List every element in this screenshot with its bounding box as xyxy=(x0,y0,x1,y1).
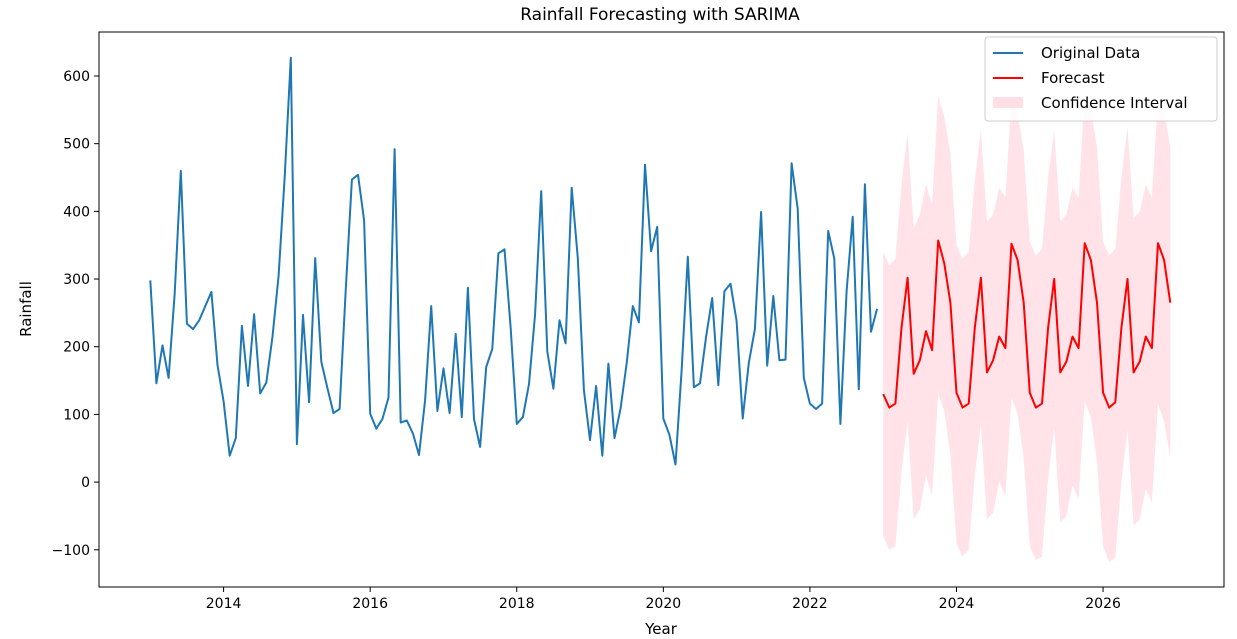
confidence-interval-layer xyxy=(883,92,1171,563)
x-tick-label: 2026 xyxy=(1085,596,1121,612)
y-tick-label: 100 xyxy=(63,407,90,423)
y-tick-label: 300 xyxy=(63,272,90,288)
y-axis-label: Rainfall xyxy=(17,281,35,337)
x-tick-label: 2020 xyxy=(646,596,682,612)
legend-label-original: Original Data xyxy=(1041,44,1140,62)
legend-label-forecast: Forecast xyxy=(1041,69,1105,87)
plot-frame xyxy=(98,31,1225,588)
legend-box xyxy=(984,36,1218,122)
y-tick-label: 500 xyxy=(63,137,90,153)
y-axis: −100 0 100 200 300 400 500 600 xyxy=(52,69,99,559)
x-axis: 2014 2016 2018 2020 2022 2024 2026 xyxy=(206,587,1121,612)
legend-swatch-confidence xyxy=(993,97,1023,108)
legend-label-confidence: Confidence Interval xyxy=(1041,94,1188,112)
forecast-line xyxy=(882,239,1172,409)
series-layer xyxy=(149,56,1172,466)
x-tick-label: 2018 xyxy=(499,596,535,612)
y-tick-label: 400 xyxy=(63,204,90,220)
y-tick-label: 600 xyxy=(63,69,90,85)
x-tick-label: 2014 xyxy=(206,596,242,612)
y-tick-label: 0 xyxy=(81,475,90,491)
original-data-line xyxy=(149,56,879,466)
y-tick-label: 200 xyxy=(63,340,90,356)
legend: Original Data Forecast Confidence Interv… xyxy=(984,36,1218,122)
x-tick-label: 2022 xyxy=(792,596,828,612)
x-tick-label: 2024 xyxy=(939,596,975,612)
y-tick-label: −100 xyxy=(52,543,90,559)
x-axis-label: Year xyxy=(644,620,678,638)
x-tick-label: 2016 xyxy=(352,596,388,612)
confidence-interval-band xyxy=(883,92,1171,563)
chart-title: Rainfall Forecasting with SARIMA xyxy=(520,5,800,25)
